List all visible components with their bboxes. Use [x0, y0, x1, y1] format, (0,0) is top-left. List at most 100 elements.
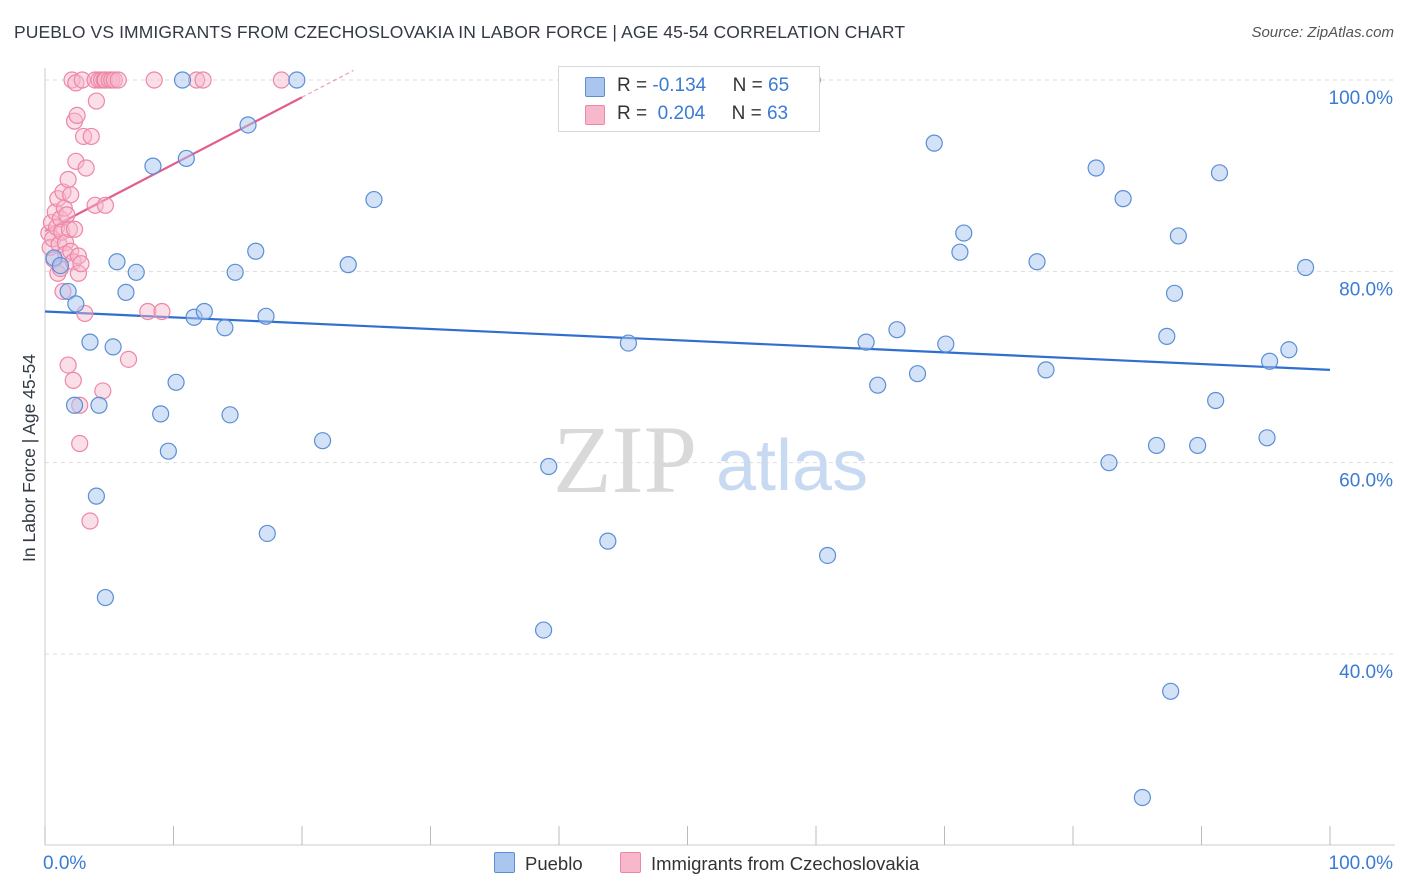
- czech-point: [58, 206, 76, 224]
- pueblo-point: [1100, 454, 1118, 472]
- pueblo-point: [108, 253, 126, 271]
- pueblo-points: [45, 71, 1315, 807]
- bottom-legend-czech-label: Immigrants from Czechoslovakia: [651, 853, 920, 874]
- pueblo-point: [159, 442, 177, 460]
- legend-n-value: 65: [768, 75, 790, 96]
- czech-point: [67, 152, 85, 170]
- czech-point: [194, 71, 212, 89]
- pueblo-point: [619, 334, 637, 352]
- legend-n-label: N =: [732, 75, 769, 96]
- pueblo-point: [1207, 391, 1225, 410]
- pueblo-point: [1169, 227, 1187, 245]
- pueblo-point: [1087, 159, 1105, 177]
- czech-point: [153, 302, 171, 321]
- pueblo-point: [239, 116, 257, 134]
- pueblo-point: [857, 333, 875, 351]
- pueblo-point: [955, 224, 973, 242]
- pueblo-point: [1028, 253, 1046, 271]
- y-tick-label: 100.0%: [1329, 88, 1394, 109]
- bottom-legend-pueblo-label: Pueblo: [525, 853, 583, 874]
- x-tick-label-max: 100.0%: [1329, 853, 1394, 874]
- pueblo-point: [365, 190, 383, 209]
- czech-point: [59, 170, 77, 189]
- axes: [44, 68, 1395, 846]
- legend-r-label: R =: [617, 103, 653, 124]
- pueblo-point: [65, 396, 84, 414]
- axis-labels: 40.0% 60.0% 80.0% 100.0% 0.0% 100.0% In Labor …: [19, 88, 1393, 874]
- pueblo-point: [540, 457, 558, 476]
- x-tick-label-min: 0.0%: [43, 853, 86, 874]
- watermark: ZIP atlas: [553, 406, 868, 513]
- pueblo-point: [104, 338, 122, 356]
- pueblo-point: [247, 242, 265, 260]
- pueblo-point: [90, 396, 108, 414]
- pueblo-point: [51, 256, 70, 275]
- czech-point: [73, 71, 91, 89]
- pueblo-point: [1165, 284, 1184, 302]
- pueblo-point: [925, 134, 943, 152]
- czech-points: [40, 71, 291, 530]
- watermark-atlas: atlas: [716, 426, 868, 506]
- czech-point: [82, 127, 100, 146]
- czech-point: [105, 71, 123, 89]
- czech-point: [272, 71, 291, 89]
- czech-point: [60, 220, 79, 238]
- legend-n-label: N =: [731, 103, 767, 124]
- legend-r-value: -0.134: [652, 75, 707, 96]
- pueblo-point: [599, 532, 617, 550]
- czech-point: [96, 196, 114, 214]
- czech-swatch: [620, 852, 641, 873]
- pueblo-point: [1258, 429, 1276, 447]
- pueblo-point: [87, 487, 106, 505]
- pueblo-point: [258, 524, 276, 543]
- pueblo-point: [869, 376, 887, 394]
- pueblo-point: [96, 588, 114, 607]
- y-axis-label: In Labor Force | Age 45-54: [19, 354, 39, 562]
- czech-point: [139, 302, 157, 321]
- czech-point: [47, 218, 66, 236]
- pueblo-point: [167, 373, 185, 391]
- pueblo-point: [818, 546, 837, 565]
- pueblo-point: [127, 263, 145, 281]
- pueblo-point: [67, 295, 85, 313]
- pueblo-point: [1158, 327, 1176, 345]
- pueblo-swatch: [585, 77, 605, 97]
- bottom-legend-czech: Immigrants from Czechoslovakia: [620, 852, 919, 875]
- czech-point: [96, 71, 114, 89]
- czech-point: [65, 220, 84, 238]
- grid-lines: [45, 79, 1395, 655]
- pueblo-point: [173, 71, 192, 89]
- pueblo-trend-line: [44, 310, 1331, 371]
- pueblo-point: [195, 302, 213, 321]
- czech-point: [77, 159, 95, 177]
- czech-point: [119, 350, 138, 368]
- pueblo-point: [951, 243, 969, 261]
- watermark-zip: ZIP: [553, 406, 697, 513]
- czech-trend-extension: [301, 69, 354, 98]
- czech-point: [62, 186, 80, 204]
- pueblo-point: [1133, 788, 1151, 807]
- pueblo-point: [221, 406, 239, 424]
- pueblo-point: [1210, 164, 1229, 182]
- czech-point: [64, 371, 82, 389]
- y-tick-label: 40.0%: [1339, 662, 1393, 683]
- pueblo-point: [534, 621, 553, 639]
- pueblo-point: [1189, 436, 1207, 455]
- pueblo-point: [59, 282, 77, 301]
- czech-point: [72, 255, 90, 273]
- pueblo-point: [908, 365, 927, 383]
- pueblo-point: [1162, 682, 1180, 700]
- pueblo-swatch: [494, 852, 515, 873]
- pueblo-point: [888, 321, 906, 339]
- legend-r-label: R =: [617, 75, 653, 96]
- y-tick-label: 60.0%: [1339, 471, 1393, 492]
- czech-point: [109, 71, 127, 89]
- legend-n-value: 63: [766, 103, 789, 124]
- pueblo-point: [216, 319, 234, 337]
- czech-point: [68, 106, 86, 124]
- pueblo-point: [226, 263, 244, 281]
- czech-point: [145, 71, 163, 89]
- pueblo-point: [1261, 352, 1279, 370]
- pueblo-point: [1296, 258, 1315, 277]
